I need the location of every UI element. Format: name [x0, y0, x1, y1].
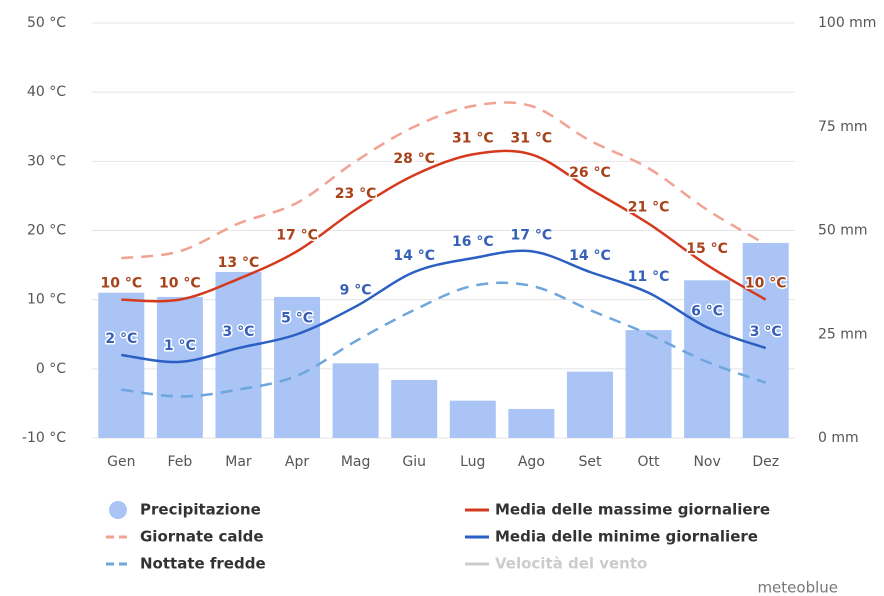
data-label: 15 °C: [686, 241, 728, 257]
data-label: 21 °C: [628, 200, 670, 216]
precipitation-bar: [98, 292, 145, 438]
y2-tick-label: 75 mm: [818, 119, 868, 135]
y-tick-label: 40 °C: [27, 84, 66, 100]
y-tick-label: 10 °C: [27, 292, 66, 308]
temperature-line: [121, 101, 767, 260]
data-label: 26 °C: [569, 165, 611, 181]
data-label: 31 °C: [511, 130, 553, 146]
x-tick-label: Apr: [285, 454, 309, 470]
data-label: 31 °C: [452, 130, 494, 146]
data-label: 16 °C: [452, 234, 494, 250]
precipitation-bar: [332, 363, 379, 438]
data-label: 3 °C: [223, 324, 255, 340]
x-tick-label: Mar: [225, 454, 252, 470]
precipitation-bar: [391, 379, 438, 438]
precipitation-bar: [156, 296, 203, 438]
temperature-line: [121, 281, 767, 398]
data-label: 28 °C: [393, 151, 435, 167]
data-label: 11 °C: [628, 269, 670, 285]
legend-label[interactable]: Media delle minime giornaliere: [495, 528, 758, 546]
temperature-line: [121, 249, 767, 364]
precipitation-bar: [742, 242, 789, 438]
x-tick-label: Gen: [107, 454, 135, 470]
data-label: 13 °C: [218, 255, 260, 271]
precipitation-bar: [449, 400, 496, 438]
legend-label[interactable]: Media delle massime giornaliere: [495, 501, 770, 519]
x-tick-label: Dez: [752, 454, 779, 470]
x-tick-label: Nov: [693, 454, 720, 470]
data-label: 23 °C: [335, 186, 377, 202]
data-label: 14 °C: [393, 248, 435, 264]
y2-tick-label: 50 mm: [818, 223, 868, 239]
temperature-line: [121, 149, 767, 303]
data-label: 3 °C: [750, 324, 782, 340]
y2-tick-label: 100 mm: [818, 15, 876, 31]
legend-label[interactable]: Giornate calde: [140, 528, 264, 546]
data-label: 17 °C: [276, 227, 318, 243]
x-tick-label: Giu: [402, 454, 426, 470]
x-tick-label: Mag: [341, 454, 371, 470]
data-label: 9 °C: [340, 283, 372, 299]
precipitation-bar: [508, 408, 555, 438]
y-tick-label: 0 °C: [36, 361, 66, 377]
data-label: 10 °C: [745, 276, 787, 292]
y2-tick-label: 25 mm: [818, 326, 868, 342]
x-tick-label: Set: [578, 454, 602, 470]
data-label: 10 °C: [159, 276, 201, 292]
x-tick-label: Lug: [460, 454, 485, 470]
legend-label[interactable]: Precipitazione: [140, 501, 261, 519]
y-tick-label: 50 °C: [27, 15, 66, 31]
precipitation-bar: [684, 280, 731, 438]
x-tick-label: Feb: [167, 454, 192, 470]
precipitation-bar: [215, 272, 262, 438]
data-label: 1 °C: [164, 338, 196, 354]
watermark: meteoblue: [757, 579, 838, 596]
legend-label[interactable]: Nottate fredde: [140, 555, 266, 573]
x-tick-label: Ott: [638, 454, 661, 470]
x-tick-label: Ago: [518, 454, 545, 470]
data-label: 14 °C: [569, 248, 611, 264]
y-tick-label: -10 °C: [22, 430, 66, 446]
data-label: 17 °C: [511, 227, 553, 243]
y2-tick-label: 0 mm: [818, 430, 859, 446]
precipitation-bar: [274, 296, 321, 438]
y-tick-label: 30 °C: [27, 153, 66, 169]
legend-icon: [109, 501, 127, 519]
precipitation-bar: [566, 371, 613, 438]
data-label: 6 °C: [691, 303, 723, 319]
y-tick-label: 20 °C: [27, 223, 66, 239]
data-label: 2 °C: [105, 331, 137, 347]
precipitation-bar: [625, 330, 672, 438]
data-label: 5 °C: [281, 310, 313, 326]
data-label: 10 °C: [100, 276, 142, 292]
legend-label[interactable]: Velocità del vento: [495, 555, 647, 573]
